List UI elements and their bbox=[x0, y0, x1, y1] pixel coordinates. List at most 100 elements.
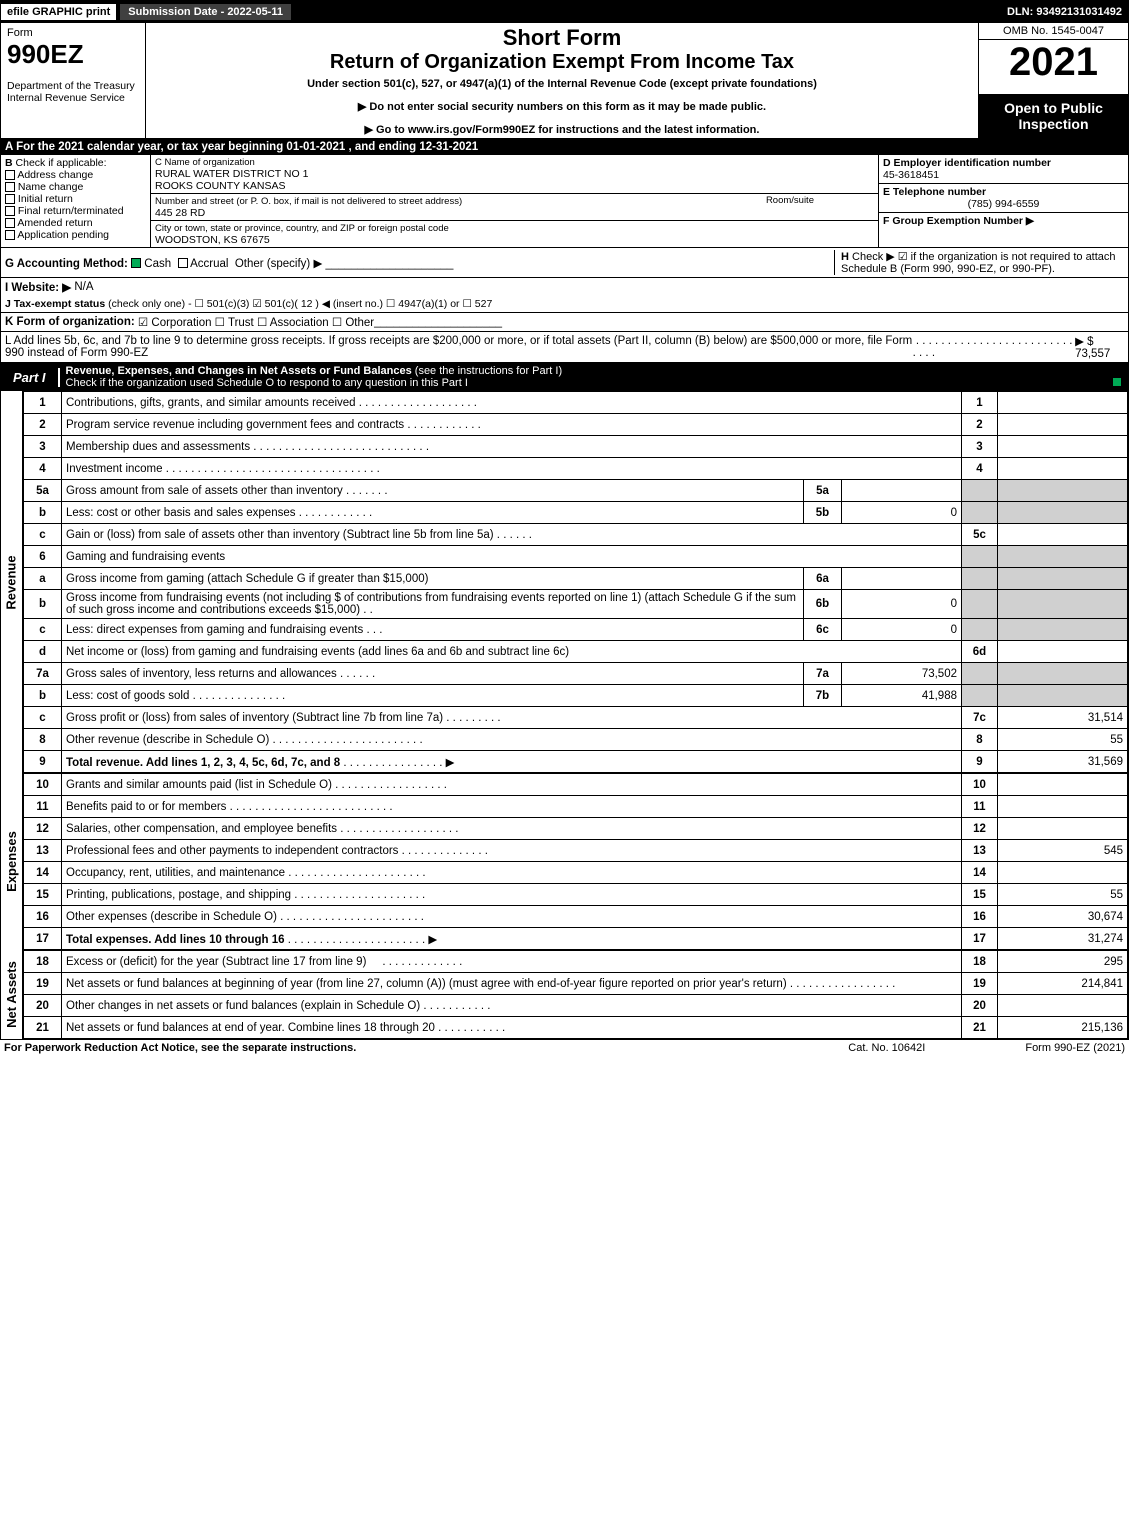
dln: DLN: 93492131031492 bbox=[1007, 6, 1128, 18]
expenses-section: Expenses 10Grants and similar amounts pa… bbox=[1, 773, 1128, 950]
line-5b: bLess: cost or other basis and sales exp… bbox=[24, 502, 1128, 524]
revenue-vlabel: Revenue bbox=[1, 391, 23, 773]
city-state-zip: WOODSTON, KS 67675 bbox=[155, 234, 270, 246]
line-2: 2Program service revenue including gover… bbox=[24, 414, 1128, 436]
checkbox-final-return[interactable]: Final return/terminated bbox=[5, 205, 146, 217]
omb-number: OMB No. 1545-0047 bbox=[979, 23, 1128, 40]
form-label: Form bbox=[7, 27, 139, 39]
open-to-public: Open to Public Inspection bbox=[979, 94, 1128, 138]
top-bar: efile GRAPHIC print Submission Date - 20… bbox=[1, 1, 1128, 23]
line-7c: cGross profit or (loss) from sales of in… bbox=[24, 707, 1128, 729]
street-label: Number and street (or P. O. box, if mail… bbox=[155, 196, 462, 207]
submission-date: Submission Date - 2022-05-11 bbox=[120, 4, 291, 20]
net-assets-vlabel: Net Assets bbox=[1, 950, 23, 1039]
checkbox-address-change[interactable]: Address change bbox=[5, 169, 146, 181]
gross-receipts-amount: ▶ $ 73,557 bbox=[1075, 334, 1124, 360]
line-6a: aGross income from gaming (attach Schedu… bbox=[24, 568, 1128, 590]
header-right: OMB No. 1545-0047 2021 Open to Public In… bbox=[978, 23, 1128, 138]
checkbox-name-change[interactable]: Name change bbox=[5, 181, 146, 193]
line-6: 6Gaming and fundraising events bbox=[24, 546, 1128, 568]
checkbox-application-pending[interactable]: Application pending bbox=[5, 229, 146, 241]
check-if-applicable: Check if applicable: bbox=[16, 157, 107, 169]
telephone: (785) 994-6559 bbox=[883, 198, 1124, 210]
no-ssn-note: ▶ Do not enter social security numbers o… bbox=[156, 100, 968, 113]
line-l: L Add lines 5b, 6c, and 7b to line 9 to … bbox=[1, 332, 1128, 363]
org-name-1: RURAL WATER DISTRICT NO 1 bbox=[155, 168, 308, 180]
line-i: I Website: ▶ N/A bbox=[1, 278, 1128, 296]
line-15: 15Printing, publications, postage, and s… bbox=[24, 884, 1128, 906]
revenue-section: Revenue 1Contributions, gifts, grants, a… bbox=[1, 391, 1128, 773]
box-b: B Check if applicable: Address change Na… bbox=[1, 155, 151, 247]
under-section: Under section 501(c), 527, or 4947(a)(1)… bbox=[156, 78, 968, 90]
net-assets-section: Net Assets 18Excess or (deficit) for the… bbox=[1, 950, 1128, 1039]
line-17: 17Total expenses. Add lines 10 through 1… bbox=[24, 928, 1128, 950]
form-number: 990EZ bbox=[7, 39, 139, 70]
part-1-label: Part I bbox=[1, 368, 60, 387]
line-9: 9Total revenue. Add lines 1, 2, 3, 4, 5c… bbox=[24, 751, 1128, 773]
line-5a: 5aGross amount from sale of assets other… bbox=[24, 480, 1128, 502]
street-address: 445 28 RD bbox=[155, 207, 205, 219]
header-left: Form 990EZ Department of the Treasury In… bbox=[1, 23, 146, 138]
line-14: 14Occupancy, rent, utilities, and mainte… bbox=[24, 862, 1128, 884]
checkbox-accrual[interactable] bbox=[178, 258, 188, 268]
line-4: 4Investment income . . . . . . . . . . .… bbox=[24, 458, 1128, 480]
line-h: H Check ▶ ☑ if the organization is not r… bbox=[834, 250, 1124, 275]
line-6b: bGross income from fundraising events (n… bbox=[24, 590, 1128, 619]
identification-block: B Check if applicable: Address change Na… bbox=[1, 155, 1128, 248]
box-f-label: F Group Exemption Number ▶ bbox=[883, 215, 1034, 227]
line-a: A For the 2021 calendar year, or tax yea… bbox=[1, 139, 1128, 155]
part-1-check-line: Check if the organization used Schedule … bbox=[66, 377, 468, 389]
revenue-table: 1Contributions, gifts, grants, and simil… bbox=[23, 391, 1128, 773]
line-j: J Tax-exempt status (check only one) - ☐… bbox=[1, 296, 1128, 313]
form-990ez: efile GRAPHIC print Submission Date - 20… bbox=[0, 0, 1129, 1040]
line-12: 12Salaries, other compensation, and empl… bbox=[24, 818, 1128, 840]
line-8: 8Other revenue (describe in Schedule O) … bbox=[24, 729, 1128, 751]
page-footer: For Paperwork Reduction Act Notice, see … bbox=[0, 1040, 1129, 1056]
boxes-d-e-f: D Employer identification number 45-3618… bbox=[878, 155, 1128, 247]
header-mid: Short Form Return of Organization Exempt… bbox=[146, 23, 978, 138]
goto-link[interactable]: ▶ Go to www.irs.gov/Form990EZ for instru… bbox=[156, 123, 968, 136]
line-19: 19Net assets or fund balances at beginni… bbox=[24, 973, 1128, 995]
box-b-label: B bbox=[5, 157, 13, 169]
line-6c: cLess: direct expenses from gaming and f… bbox=[24, 619, 1128, 641]
line-1: 1Contributions, gifts, grants, and simil… bbox=[24, 392, 1128, 414]
efile-print-button[interactable]: efile GRAPHIC print bbox=[1, 4, 116, 20]
line-18: 18Excess or (deficit) for the year (Subt… bbox=[24, 951, 1128, 973]
room-suite-label: Room/suite bbox=[766, 195, 814, 206]
checkbox-amended-return[interactable]: Amended return bbox=[5, 217, 146, 229]
line-10: 10Grants and similar amounts paid (list … bbox=[24, 774, 1128, 796]
part-1-sub: (see the instructions for Part I) bbox=[415, 365, 562, 377]
org-name-label: C Name of organization bbox=[155, 157, 255, 168]
line-11: 11Benefits paid to or for members . . . … bbox=[24, 796, 1128, 818]
tax-year: 2021 bbox=[979, 40, 1128, 85]
part-1-header: Part I Revenue, Expenses, and Changes in… bbox=[1, 363, 1128, 391]
checkbox-cash[interactable] bbox=[131, 258, 141, 268]
checkbox-initial-return[interactable]: Initial return bbox=[5, 193, 146, 205]
org-name-2: ROOKS COUNTY KANSAS bbox=[155, 180, 286, 192]
line-13: 13Professional fees and other payments t… bbox=[24, 840, 1128, 862]
box-d-label: D Employer identification number bbox=[883, 157, 1051, 169]
part-1-title: Revenue, Expenses, and Changes in Net As… bbox=[66, 365, 412, 377]
city-label: City or town, state or province, country… bbox=[155, 223, 449, 234]
line-3: 3Membership dues and assessments . . . .… bbox=[24, 436, 1128, 458]
line-16: 16Other expenses (describe in Schedule O… bbox=[24, 906, 1128, 928]
line-7a: 7aGross sales of inventory, less returns… bbox=[24, 663, 1128, 685]
short-form-title: Short Form bbox=[156, 25, 968, 51]
box-e-label: E Telephone number bbox=[883, 186, 986, 198]
line-20: 20Other changes in net assets or fund ba… bbox=[24, 995, 1128, 1017]
form-page-ref: Form 990-EZ (2021) bbox=[1025, 1042, 1125, 1054]
form-header: Form 990EZ Department of the Treasury In… bbox=[1, 23, 1128, 139]
box-c: C Name of organization RURAL WATER DISTR… bbox=[151, 155, 878, 247]
paperwork-notice: For Paperwork Reduction Act Notice, see … bbox=[4, 1042, 356, 1054]
expenses-vlabel: Expenses bbox=[1, 773, 23, 950]
line-6d: dNet income or (loss) from gaming and fu… bbox=[24, 641, 1128, 663]
return-title: Return of Organization Exempt From Incom… bbox=[156, 51, 968, 74]
line-g-h: G Accounting Method: Cash Accrual Other … bbox=[1, 248, 1128, 278]
department: Department of the Treasury Internal Reve… bbox=[7, 80, 139, 104]
expenses-table: 10Grants and similar amounts paid (list … bbox=[23, 773, 1128, 950]
ein: 45-3618451 bbox=[883, 169, 939, 181]
line-g: G Accounting Method: Cash Accrual Other … bbox=[5, 256, 453, 270]
schedule-o-checkbox[interactable] bbox=[1112, 377, 1122, 387]
line-21: 21Net assets or fund balances at end of … bbox=[24, 1017, 1128, 1039]
net-assets-table: 18Excess or (deficit) for the year (Subt… bbox=[23, 950, 1128, 1039]
